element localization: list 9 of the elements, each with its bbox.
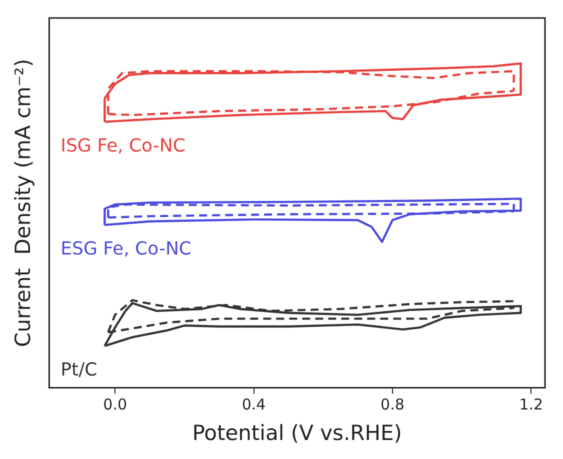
x-tick-label: 0.8	[380, 396, 404, 414]
x-tick-label: 0.4	[242, 396, 266, 414]
series-label: Pt/C	[60, 360, 98, 381]
y-axis-title: Current Density (mA cm⁻²)	[11, 58, 36, 347]
series-label: ISG Fe, Co-NC	[60, 135, 186, 156]
x-axis-title: Potential (V vs.RHE)	[192, 420, 402, 445]
x-tick-label: 1.2	[519, 396, 544, 414]
series-label: ESG Fe, Co-NC	[60, 238, 192, 260]
x-tick-label: 0.0	[103, 396, 128, 414]
